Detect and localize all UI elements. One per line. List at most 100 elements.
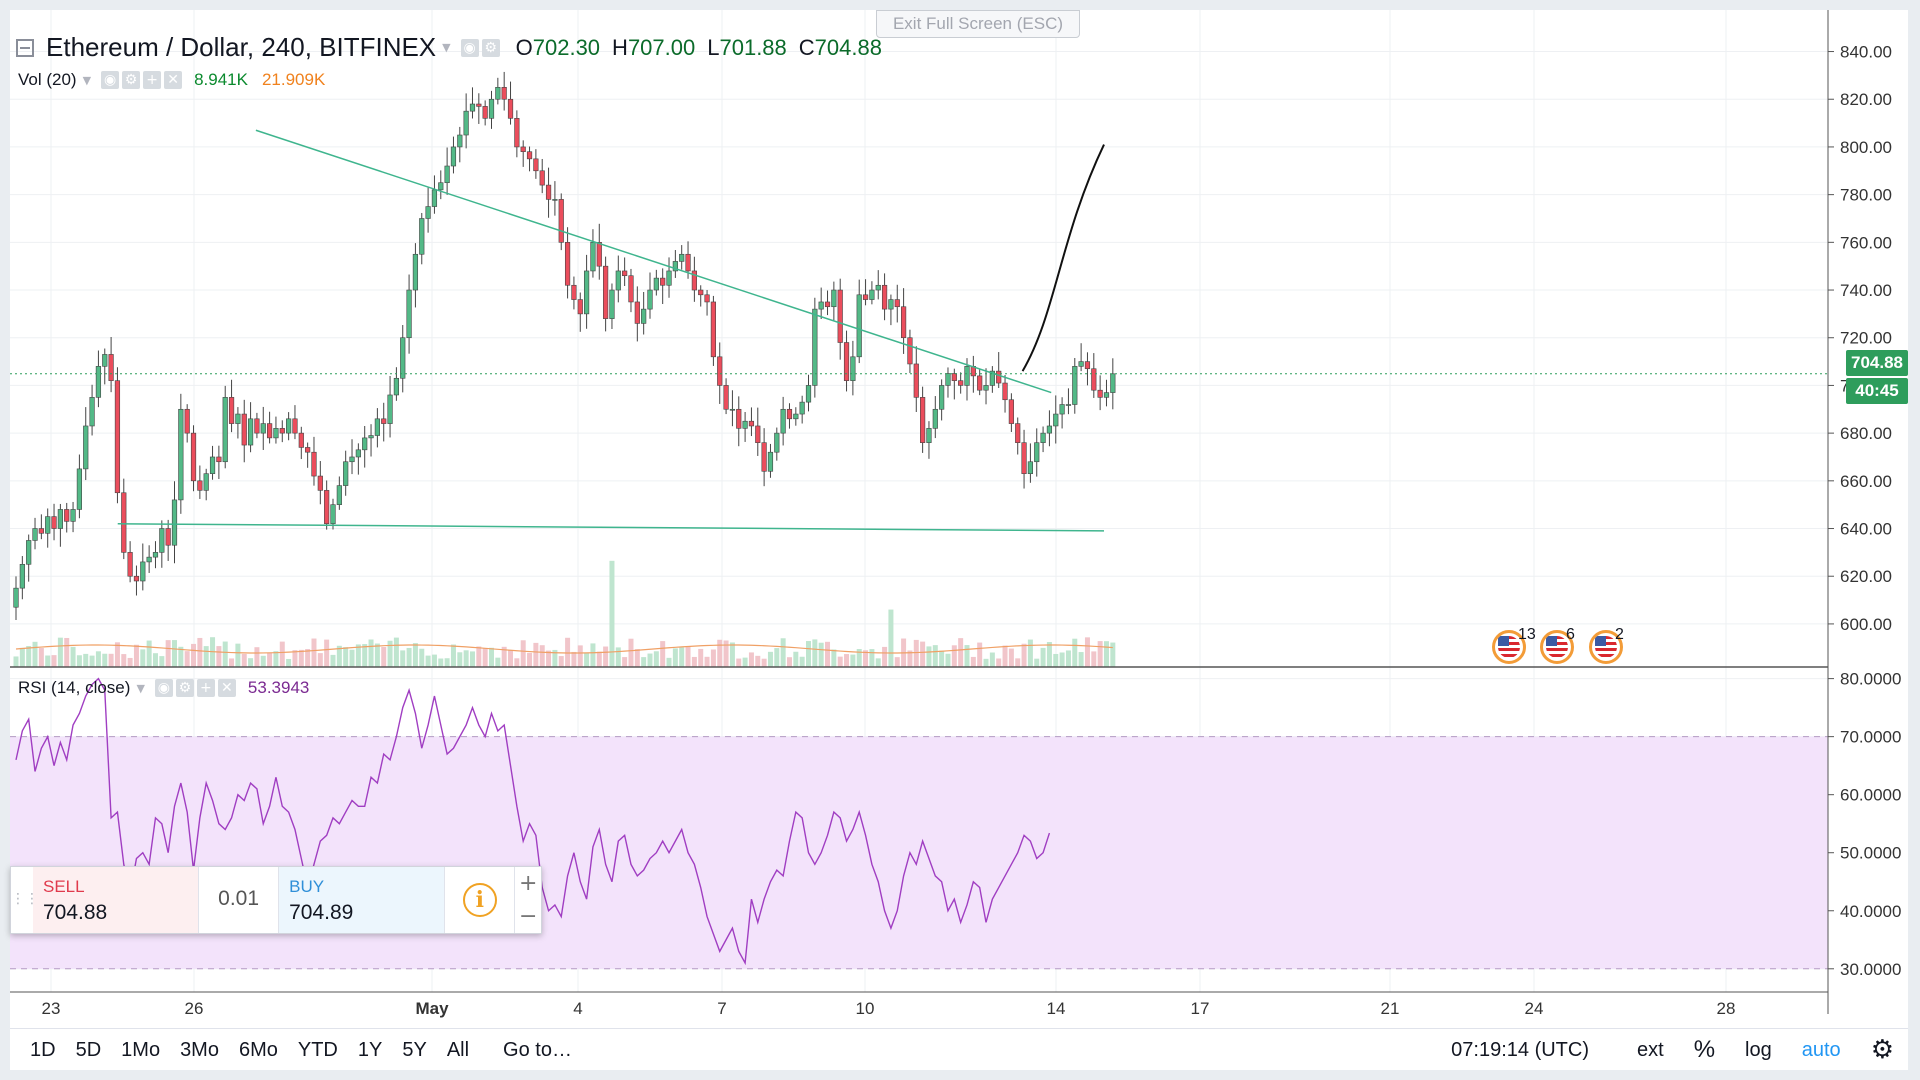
- volume-bar: [558, 656, 564, 667]
- chevron-down-icon[interactable]: ▼: [136, 681, 145, 695]
- volume-bar: [996, 658, 1002, 667]
- rsi-label[interactable]: RSI (14, close): [18, 678, 131, 697]
- candle-body: [1065, 404, 1072, 406]
- volume-bar: [51, 655, 57, 667]
- timeframe-all-button[interactable]: All: [446, 1038, 470, 1061]
- candle-body: [1078, 361, 1084, 367]
- candle-body: [70, 509, 76, 522]
- candle-body: [266, 423, 273, 439]
- timeframe-1mo-button[interactable]: 1Mo: [121, 1038, 161, 1061]
- auto-toggle[interactable]: auto: [1801, 1038, 1841, 1061]
- candle-body: [114, 380, 121, 494]
- sell-button[interactable]: SELL 704.88: [33, 867, 200, 933]
- volume-bar: [191, 643, 197, 667]
- candle-body: [907, 337, 913, 365]
- goto-button[interactable]: Go to…: [503, 1038, 572, 1061]
- candle-body: [412, 253, 419, 291]
- eye-icon[interactable]: ◉: [460, 38, 479, 57]
- close-icon[interactable]: ✕: [164, 71, 183, 89]
- volume-bar: [679, 647, 685, 667]
- close-icon[interactable]: ✕: [217, 679, 236, 697]
- volume-bar: [875, 658, 881, 667]
- ext-toggle[interactable]: ext: [1637, 1038, 1664, 1061]
- volume-bar: [19, 647, 25, 667]
- volume-bar: [1046, 642, 1052, 667]
- candle-body: [1103, 392, 1110, 398]
- volume-label[interactable]: Vol (20): [18, 70, 77, 89]
- candle-body: [710, 301, 716, 358]
- log-toggle[interactable]: log: [1745, 1038, 1772, 1061]
- timeframe-ytd-button[interactable]: YTD: [297, 1038, 338, 1061]
- us-flag-icon[interactable]: [1492, 630, 1526, 664]
- chart-svg[interactable]: 840.00820.00800.00780.00760.00740.00720.…: [10, 10, 1908, 1018]
- symbol-title[interactable]: Ethereum / Dollar, 240, BITFINEX: [46, 32, 437, 62]
- candle-body: [609, 289, 615, 319]
- us-flag-icon[interactable]: [1540, 630, 1574, 664]
- collapse-icon[interactable]: [16, 38, 34, 57]
- candle-body: [438, 182, 444, 191]
- volume-bar: [482, 648, 488, 667]
- volume-bar: [850, 654, 856, 667]
- utc-clock[interactable]: 07:19:14 (UTC): [1451, 1038, 1590, 1061]
- candle-body: [641, 308, 647, 324]
- volume-bar: [45, 655, 51, 667]
- drag-handle-icon[interactable]: ⋮⋮: [11, 891, 39, 907]
- volume-bar: [527, 652, 533, 667]
- timeframe-5y-button[interactable]: 5Y: [402, 1038, 427, 1061]
- eye-icon[interactable]: ◉: [101, 71, 120, 89]
- timeframe-3mo-button[interactable]: 3Mo: [180, 1038, 219, 1061]
- candle-body: [32, 528, 38, 541]
- volume-bar: [343, 647, 349, 667]
- volume-bar: [76, 655, 82, 667]
- candle-body: [824, 301, 831, 308]
- candle-body: [450, 146, 457, 167]
- candle-body: [1072, 366, 1078, 405]
- timeframe-1y-button[interactable]: 1Y: [357, 1038, 383, 1061]
- timeframe-6mo-button[interactable]: 6Mo: [238, 1038, 278, 1061]
- candle-body: [406, 289, 412, 339]
- candle-body: [666, 270, 672, 286]
- volume-bar: [362, 644, 368, 667]
- volume-bar: [882, 646, 888, 667]
- rsi-tick-label: 70.0000: [1840, 728, 1901, 747]
- candle-body: [457, 134, 463, 148]
- gear-icon[interactable]: ⚙: [481, 38, 500, 57]
- candle-body: [1046, 425, 1053, 434]
- chevron-down-icon[interactable]: ▼: [442, 41, 451, 54]
- volume-bar: [355, 644, 361, 667]
- volume-bar: [856, 649, 862, 667]
- volume-bar: [520, 640, 526, 667]
- gear-icon[interactable]: ⚙: [1870, 1035, 1894, 1065]
- buy-button[interactable]: BUY 704.89: [279, 867, 446, 933]
- candle-body: [964, 366, 970, 386]
- eye-icon[interactable]: ◉: [154, 679, 173, 697]
- minus-icon[interactable]: −: [518, 904, 538, 929]
- chevron-down-icon[interactable]: ▼: [82, 73, 92, 87]
- exit-fullscreen-button[interactable]: Exit Full Screen (ESC): [876, 10, 1080, 38]
- volume-bar: [495, 657, 501, 667]
- info-button[interactable]: i: [445, 867, 516, 933]
- rsi-tick-label: 80.0000: [1840, 670, 1901, 689]
- volume-bar: [1040, 647, 1046, 667]
- candle-body: [387, 394, 393, 424]
- symbol-legend: Ethereum / Dollar, 240, BITFINEX ▼ ◉ ⚙ O…: [16, 32, 894, 63]
- candle-body: [1059, 404, 1065, 415]
- plus-icon[interactable]: +: [143, 71, 162, 89]
- gear-icon[interactable]: ⚙: [122, 71, 141, 89]
- plus-icon[interactable]: +: [518, 871, 538, 896]
- plus-icon[interactable]: +: [196, 679, 215, 697]
- timeframe-5d-button[interactable]: 5D: [75, 1038, 102, 1061]
- volume-bar: [450, 644, 456, 667]
- quantity-field[interactable]: 0.01: [199, 867, 280, 933]
- candle-body: [197, 480, 203, 491]
- timeframe-1d-button[interactable]: 1D: [30, 1038, 56, 1061]
- volume-bar: [1065, 650, 1071, 667]
- us-flag-icon[interactable]: [1589, 630, 1623, 664]
- volume-bar: [431, 654, 437, 667]
- gear-icon[interactable]: ⚙: [175, 679, 194, 697]
- candle-body: [977, 375, 983, 391]
- candle-body: [241, 413, 247, 446]
- percent-toggle[interactable]: %: [1693, 1036, 1716, 1063]
- volume-bar: [799, 656, 805, 667]
- volume-bar: [533, 642, 539, 667]
